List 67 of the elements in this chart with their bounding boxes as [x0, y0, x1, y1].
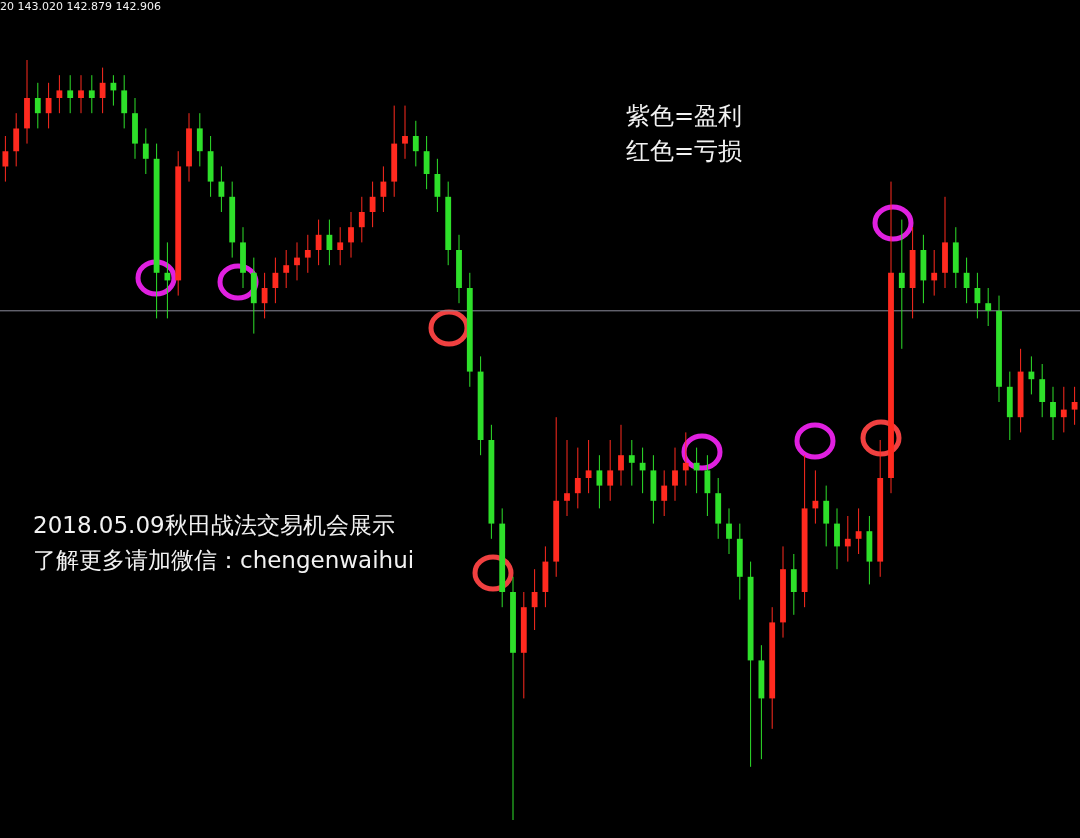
candlestick [628, 439, 635, 487]
candlestick [585, 439, 592, 494]
candlestick [348, 211, 354, 259]
candlestick [693, 447, 700, 494]
text: 20 143.020 142.879 142.906 [0, 0, 161, 13]
candlestick [99, 67, 106, 114]
candlestick [639, 447, 646, 494]
candlestick [326, 219, 333, 266]
candlestick [294, 241, 300, 281]
candlestick [412, 120, 419, 167]
candlestick [1050, 386, 1056, 441]
candlestick [672, 447, 678, 502]
candlestick [974, 272, 981, 319]
candlestick [531, 568, 538, 631]
candlestick [844, 515, 851, 563]
candlestick [304, 234, 311, 274]
candlestick [34, 82, 41, 129]
candlestick [78, 74, 84, 114]
candlestick [618, 424, 624, 487]
candlestick [931, 249, 938, 297]
annotation: 2018.05.09秋田战法交易机会展示 [33, 511, 395, 540]
candlestick [13, 112, 20, 167]
candlestick [790, 553, 797, 616]
candlestick [423, 135, 430, 190]
candlestick [261, 272, 268, 319]
candlestick [272, 257, 279, 304]
candlestick [2, 135, 9, 183]
candlestick [823, 485, 830, 547]
candlestick [834, 507, 840, 570]
candlestick [402, 105, 408, 160]
candlestick [564, 439, 570, 517]
candlestick [315, 219, 322, 266]
candlestick [985, 287, 992, 327]
candlestick [1060, 386, 1067, 433]
candlestick [164, 241, 171, 319]
candlestick [682, 431, 689, 487]
candlestick [56, 74, 63, 114]
candlestick [142, 127, 149, 175]
candlestick [218, 165, 225, 213]
candlestick [283, 249, 290, 289]
candlestick [1039, 363, 1046, 418]
candlestick [574, 447, 581, 509]
candlestick [812, 469, 819, 525]
candlestick [45, 82, 52, 129]
candlestick [369, 181, 376, 228]
candlestick [337, 226, 344, 266]
candlestick [358, 196, 365, 243]
candlestick [110, 74, 117, 107]
candlestick [380, 165, 387, 213]
candlestick [121, 74, 128, 129]
annotation: 紫色=盈利 [626, 101, 743, 132]
candlestick [898, 219, 905, 350]
candlestick [855, 507, 862, 555]
candlestick [596, 454, 603, 509]
candlestick [607, 439, 614, 502]
candlestick [963, 257, 970, 304]
candlestick [196, 112, 203, 167]
candlestick [1028, 355, 1035, 395]
candlestick [726, 507, 732, 555]
candlestick [704, 454, 711, 517]
candlestick [661, 469, 668, 517]
candlestick [1071, 386, 1078, 426]
annotation: 红色=亏损 [626, 136, 743, 167]
candlestick [434, 158, 441, 213]
candlestick [88, 74, 95, 114]
candlestick [67, 74, 74, 114]
annotation: 了解更多请加微信：chengenwaihui [33, 546, 415, 575]
